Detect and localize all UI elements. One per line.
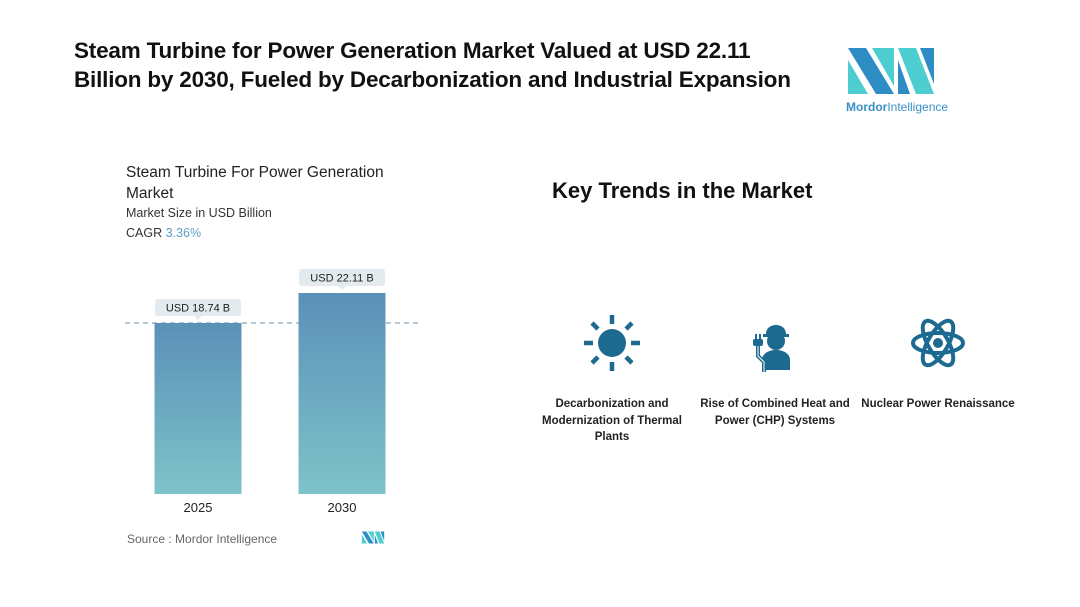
trends-title: Key Trends in the Market [552,178,813,203]
trend-item: Decarbonization and Modernization of The… [527,312,697,446]
mordor-logo-text: MordorIntelligence [846,100,949,114]
trend-item: Nuclear Power Renaissance [853,312,1023,413]
cagr-label: CAGR [126,226,163,240]
trend-label: Nuclear Power Renaissance [861,398,1015,410]
data-label: USD 22.11 B [310,273,373,285]
atom-icon [853,312,1023,374]
chart-title: Steam Turbine For Power Generation Marke… [126,164,384,202]
chart-subtitle: Market Size in USD Billion [126,206,272,220]
mini-logo-icon [360,531,386,549]
trend-label: Decarbonization and Modernization of The… [542,398,682,443]
bar-2025 [154,323,242,494]
mordor-logo-mark-icon [848,48,934,94]
x-tick-label: 2025 [184,500,213,515]
x-tick-label: 2030 [328,500,357,515]
chart-cagr: CAGR 3.36% [126,226,201,240]
mordor-logo: MordorIntelligence [846,46,956,118]
data-label: USD 18.74 B [166,303,230,315]
data-label-bg [299,269,385,286]
chart-source: Source : Mordor Intelligence [127,532,278,546]
bar-2030 [298,293,386,494]
data-label-pointer [338,286,346,290]
cagr-value: 3.36% [165,226,202,240]
worker-plug-icon [690,312,860,374]
sun-icon [527,312,697,374]
trend-item: Rise of Combined Heat and Power (CHP) Sy… [690,312,860,429]
trend-label: Rise of Combined Heat and Power (CHP) Sy… [700,398,850,427]
data-label-pointer [194,316,202,320]
data-label-bg [155,299,241,316]
headline: Steam Turbine for Power Generation Marke… [74,38,791,92]
